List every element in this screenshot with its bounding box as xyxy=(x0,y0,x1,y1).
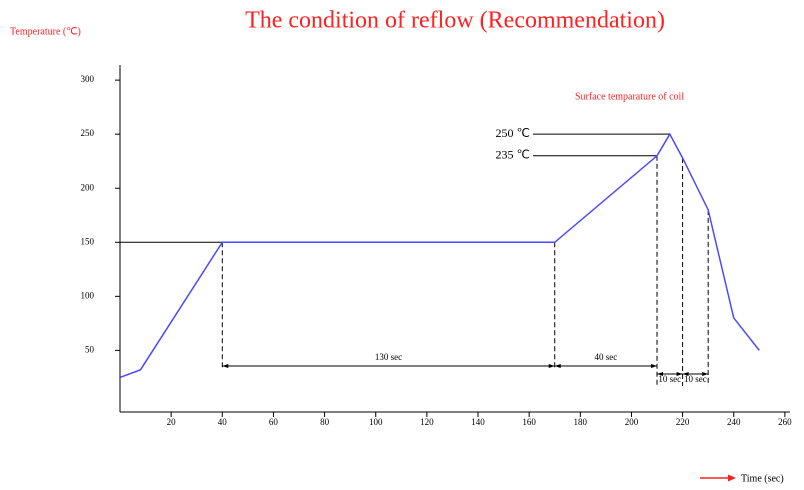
y-tick-label: 100 xyxy=(81,290,95,300)
dim-arrow-head xyxy=(702,372,709,376)
x-axis-label: Time (sec) xyxy=(741,473,784,484)
y-axis-label: Temperature (℃) xyxy=(10,26,81,37)
annotation: 250 ℃ xyxy=(496,126,530,140)
y-tick-label: 250 xyxy=(81,128,95,138)
annotation: 40 sec xyxy=(595,352,618,362)
annotation: 10 sec xyxy=(658,374,681,384)
y-tick-label: 50 xyxy=(85,344,95,354)
annotation: 10 sec xyxy=(684,374,707,384)
x-tick-label: 180 xyxy=(574,417,588,427)
dim-arrow-head xyxy=(548,364,555,368)
x-tick-label: 80 xyxy=(320,417,330,427)
x-tick-label: 120 xyxy=(420,417,434,427)
dim-arrow-head xyxy=(222,364,229,368)
line xyxy=(119,132,760,379)
dim-arrow-head xyxy=(651,364,658,368)
y-tick-label: 300 xyxy=(81,74,95,84)
x-tick-label: 60 xyxy=(269,417,279,427)
chart-title: The condition of reflow (Recommendation) xyxy=(245,8,665,34)
y-tick-label: 200 xyxy=(81,182,95,192)
dim-arrow-head xyxy=(676,372,683,376)
x-tick-label: 20 xyxy=(167,417,177,427)
series-label: Surface temparature of coil xyxy=(575,91,684,102)
x-tick-label: 260 xyxy=(778,417,792,427)
x-tick-label: 40 xyxy=(218,417,228,427)
x-tick-label: 240 xyxy=(727,417,741,427)
time-arrow-head xyxy=(728,474,736,482)
dim-arrow-head xyxy=(554,364,561,368)
dim-arrow-head xyxy=(682,372,689,376)
x-tick-label: 220 xyxy=(676,417,690,427)
annotation: 235 ℃ xyxy=(496,148,530,162)
x-tick-label: 200 xyxy=(625,417,639,427)
y-tick-label: 150 xyxy=(81,236,95,246)
annotation: 130 sec xyxy=(375,352,402,362)
x-tick-label: 140 xyxy=(471,417,485,427)
x-tick-label: 100 xyxy=(369,417,383,427)
x-tick-label: 160 xyxy=(522,417,536,427)
dim-arrow-head xyxy=(657,372,664,376)
